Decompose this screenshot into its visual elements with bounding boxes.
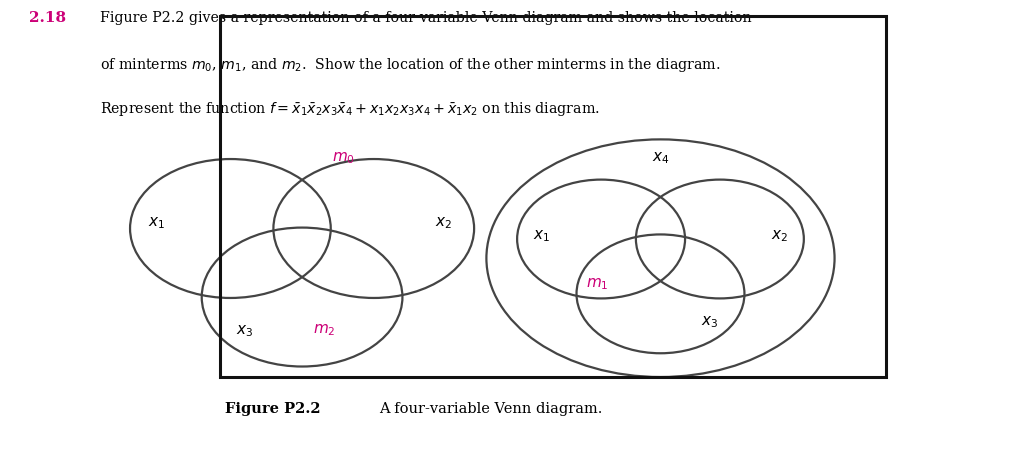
Bar xyxy=(220,16,886,377)
Text: A four-variable Venn diagram.: A four-variable Venn diagram. xyxy=(379,402,602,416)
Text: Figure P2.2 gives a representation of a four-variable Venn diagram and shows the: Figure P2.2 gives a representation of a … xyxy=(100,11,752,26)
Text: Figure P2.2: Figure P2.2 xyxy=(225,402,321,416)
Text: of minterms $m_0$, $m_1$, and $m_2$.  Show the location of the other minterms in: of minterms $m_0$, $m_1$, and $m_2$. Sho… xyxy=(100,56,721,74)
Text: $x_2$: $x_2$ xyxy=(771,228,787,244)
Text: $x_3$: $x_3$ xyxy=(701,314,718,330)
Text: $x_4$: $x_4$ xyxy=(651,151,670,166)
Text: $x_3$: $x_3$ xyxy=(237,324,253,339)
Text: $x_1$: $x_1$ xyxy=(534,228,550,244)
Text: $m_0$: $m_0$ xyxy=(332,150,354,165)
Text: 2.18: 2.18 xyxy=(29,11,66,26)
Text: $x_1$: $x_1$ xyxy=(148,215,165,231)
Text: Represent the function $f = \bar{x}_1\bar{x}_2x_3\bar{x}_4 + x_1x_2x_3x_4 + \bar: Represent the function $f = \bar{x}_1\ba… xyxy=(100,100,600,118)
Text: $m_2$: $m_2$ xyxy=(313,323,336,338)
Text: $m_1$: $m_1$ xyxy=(586,276,608,292)
Text: $x_2$: $x_2$ xyxy=(435,215,452,231)
